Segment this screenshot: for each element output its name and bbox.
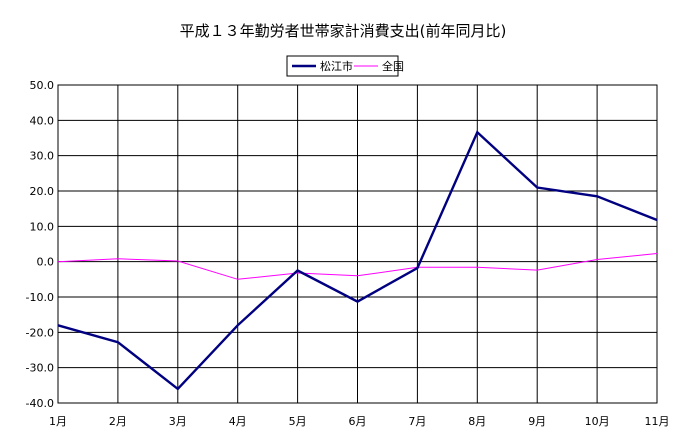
y-tick-label: 50.0 bbox=[30, 79, 55, 92]
x-tick-label: 5月 bbox=[289, 415, 307, 428]
series-line-松江市 bbox=[57, 130, 658, 391]
x-axis: 1月 2月 3月 4月 5月 6月 7月 8月 9月 10月 11月 bbox=[49, 415, 670, 428]
x-tick-label: 6月 bbox=[349, 415, 367, 428]
y-tick-label: -10.0 bbox=[26, 291, 54, 304]
legend: 松江市 全国 bbox=[286, 55, 404, 77]
y-tick-label: 30.0 bbox=[30, 150, 55, 163]
y-axis: 50.0 40.0 30.0 20.0 10.0 0.0 -10.0 -20.0 -30.0 -4… bbox=[26, 79, 54, 410]
legend-label: 松江市 bbox=[320, 59, 353, 73]
x-tick-label: 4月 bbox=[229, 415, 247, 428]
y-tick-label: 10.0 bbox=[30, 220, 55, 233]
x-tick-label: 7月 bbox=[408, 415, 426, 428]
x-tick-label: 3月 bbox=[169, 415, 187, 428]
legend-label: 全国 bbox=[382, 59, 404, 73]
x-tick-label: 11月 bbox=[645, 415, 670, 428]
y-tick-label: -20.0 bbox=[26, 326, 54, 339]
grid bbox=[57, 84, 658, 404]
y-tick-label: 20.0 bbox=[30, 185, 55, 198]
x-tick-label: 2月 bbox=[109, 415, 127, 428]
x-tick-label: 1月 bbox=[49, 415, 67, 428]
x-tick-label: 10月 bbox=[585, 415, 610, 428]
legend-box bbox=[286, 55, 399, 77]
chart-title: 平成１３年勤労者世帯家計消費支出(前年同月比) bbox=[180, 22, 507, 40]
x-tick-label: 8月 bbox=[468, 415, 486, 428]
y-tick-label: -30.0 bbox=[26, 362, 54, 375]
y-tick-label: 40.0 bbox=[30, 114, 55, 127]
x-tick-label: 9月 bbox=[528, 415, 546, 428]
series-layer bbox=[57, 130, 658, 391]
y-tick-label: -40.0 bbox=[26, 397, 54, 410]
y-tick-label: 0.0 bbox=[37, 256, 55, 269]
series-line-全国 bbox=[57, 253, 658, 280]
